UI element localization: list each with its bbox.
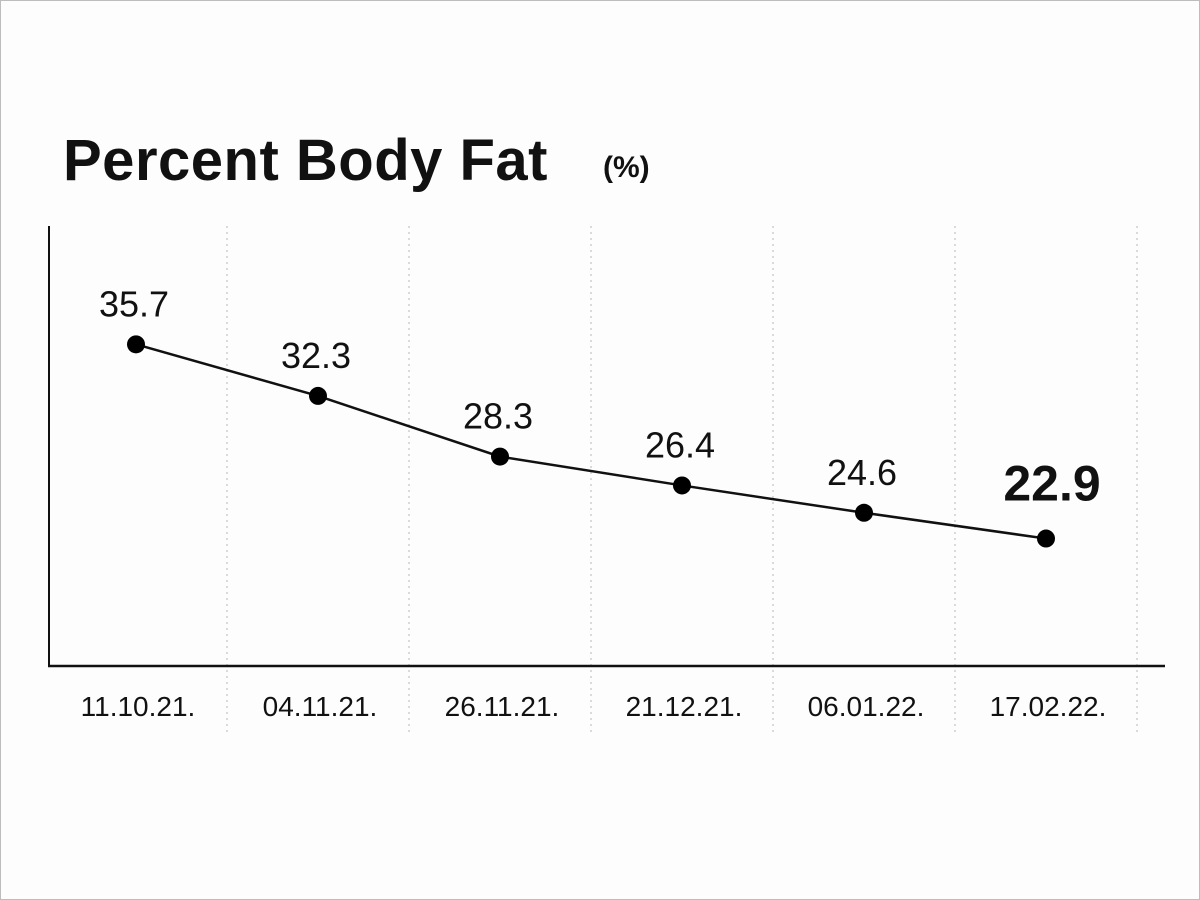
data-points	[127, 335, 1055, 548]
x-tick-label: 04.11.21.	[263, 691, 378, 722]
data-label: 28.3	[463, 396, 533, 437]
data-point	[673, 476, 691, 495]
x-tick-label: 17.02.22.	[990, 691, 1107, 722]
chart-title: Percent Body Fat	[63, 128, 548, 193]
chart-unit: (%)	[603, 151, 650, 184]
data-label: 24.6	[827, 452, 897, 493]
data-point	[1037, 529, 1055, 548]
data-label: 35.7	[99, 283, 169, 324]
data-point	[309, 386, 327, 405]
x-tick-label: 21.12.21.	[626, 691, 743, 722]
data-point	[491, 447, 509, 466]
data-label: 26.4	[645, 424, 715, 465]
data-label: 22.9	[1003, 456, 1100, 512]
x-tick-label: 26.11.21.	[445, 691, 560, 722]
x-tick-label: 06.01.22.	[808, 691, 925, 722]
x-tick-label: 11.10.21.	[81, 691, 196, 722]
data-point	[855, 503, 873, 522]
data-label: 32.3	[281, 335, 351, 376]
data-labels: 35.7 32.3 28.3 26.4 24.6 22.9	[99, 283, 1101, 511]
series-line	[135, 343, 1047, 540]
gridlines	[226, 226, 1138, 732]
x-tick-labels: 11.10.21. 04.11.21. 26.11.21. 21.12.21. 06.0…	[81, 691, 1107, 722]
data-point	[127, 335, 145, 354]
